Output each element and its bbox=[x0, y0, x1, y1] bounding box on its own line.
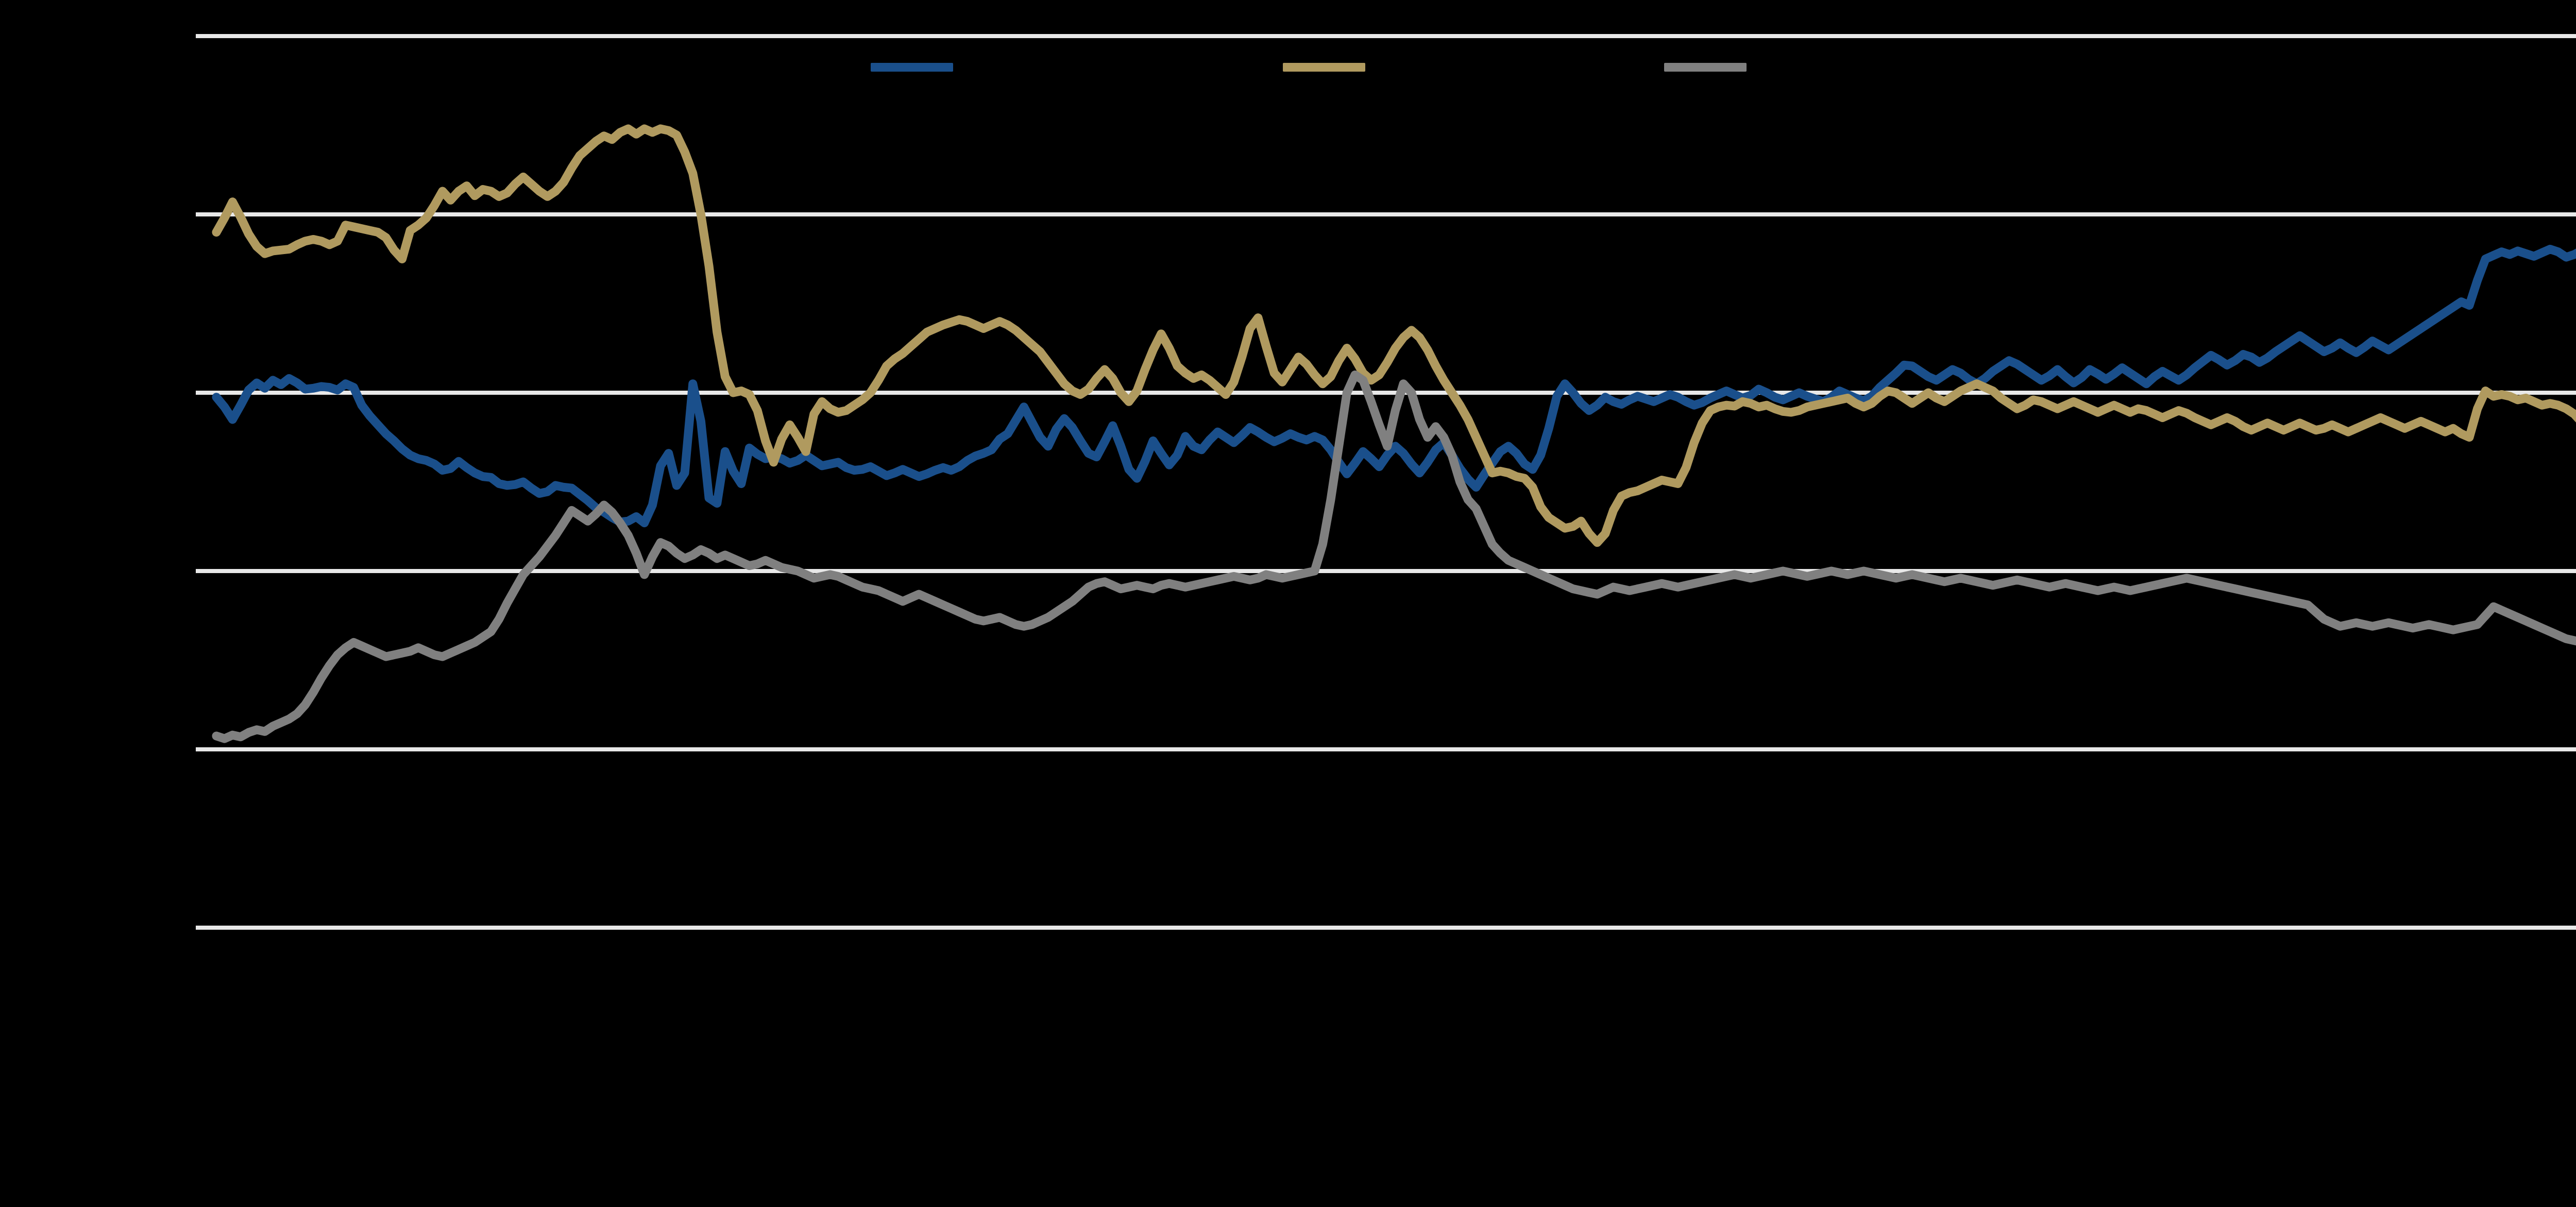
series-group bbox=[212, 124, 2576, 743]
y-axis-tick-label: 80 bbox=[162, 24, 186, 47]
series-line-2 bbox=[212, 124, 2576, 547]
series-line-1 bbox=[212, 244, 2576, 528]
y-axis-tick-label: 40 bbox=[162, 381, 186, 404]
y-axis-tick-label: 20 bbox=[162, 559, 186, 582]
y-axis-tick-label: 60 bbox=[162, 203, 186, 226]
y-axis-tick-label: 0 bbox=[174, 737, 185, 761]
y-axis-tick-label: -20 bbox=[156, 916, 185, 939]
gridline-group bbox=[196, 34, 2576, 930]
series-line-3 bbox=[212, 370, 2576, 743]
